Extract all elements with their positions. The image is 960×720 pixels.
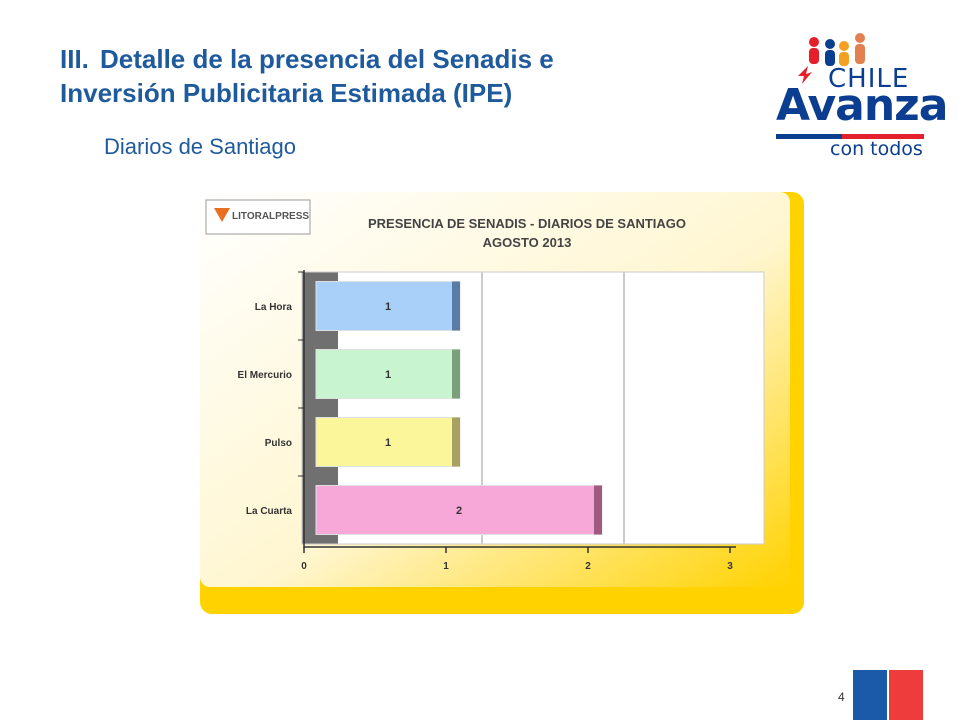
flag-blue-stripe [853, 670, 887, 720]
slide-title: III. Detalle de la presencia del Senadis … [60, 42, 700, 110]
source-logo: LITORALPRESS [205, 199, 311, 235]
chart-title: PRESENCIA DE SENADIS - DIARIOS DE SANTIA… [368, 216, 686, 231]
slide-subtitle: Diarios de Santiago [104, 134, 297, 159]
x-tick-label: 2 [585, 561, 591, 572]
chile-flag-icon [853, 670, 923, 720]
logo-chile: CHILE [828, 64, 910, 94]
litoralpress-icon [214, 208, 230, 222]
bar [315, 349, 461, 399]
flag-red-stripe [889, 670, 923, 720]
category-label: La Cuarta [246, 506, 293, 517]
page-number: 4 [838, 690, 845, 704]
x-tick-label: 0 [301, 561, 307, 572]
bar-side [452, 417, 460, 467]
data-label: 2 [456, 505, 462, 517]
title-line-1: Detalle de la presencia del Senadis e [100, 44, 554, 74]
bar-side [594, 485, 602, 535]
data-label: 1 [385, 437, 391, 449]
data-label: 1 [385, 369, 391, 381]
bar-side [452, 349, 460, 399]
logo-avanza: Avanza [776, 80, 948, 131]
x-tick-label: 3 [727, 561, 733, 572]
bar [315, 417, 461, 467]
category-label: El Mercurio [238, 370, 292, 381]
chile-avanza-logo: CHILE Avanza con todos [768, 30, 948, 162]
children-figures-icon [798, 33, 865, 84]
logo-red-bar [842, 134, 924, 139]
x-tick-label: 1 [443, 561, 449, 572]
category-label: La Hora [255, 302, 293, 313]
title-number: III. [60, 44, 89, 74]
bar [315, 485, 603, 535]
logo-con-todos: con todos [830, 138, 923, 160]
title-line-2: Inversión Publicitaria Estimada (IPE) [60, 78, 513, 108]
bar-chart: LITORALPRESS PRESENCIA DE SENADIS - DIAR… [200, 192, 804, 614]
bar-side [452, 281, 460, 331]
source-name: LITORALPRESS [232, 211, 309, 222]
logo-blue-bar [776, 134, 842, 139]
data-label: 1 [385, 301, 391, 313]
chart-subtitle: AGOSTO 2013 [483, 235, 572, 250]
category-label: Pulso [265, 438, 292, 449]
